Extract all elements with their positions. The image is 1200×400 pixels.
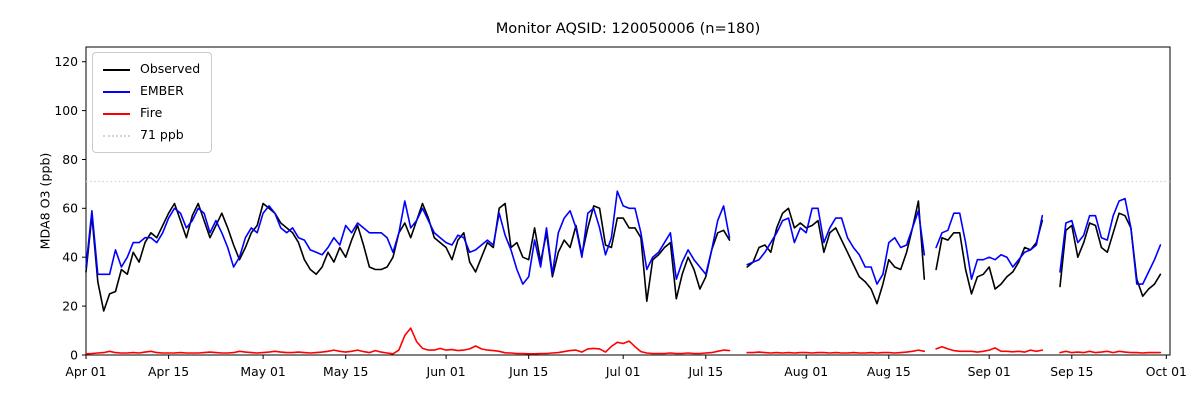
x-tick-label: Jun 01 [426,364,466,379]
y-tick-label: 60 [62,201,78,216]
threshold-line-swatch [103,134,130,137]
y-tick-label: 120 [54,54,78,69]
y-tick-label: 20 [62,298,78,313]
y-tick-label: 80 [62,152,78,167]
y-tick-label: 0 [70,347,78,362]
ember-line-swatch [103,90,130,93]
legend-item-ember: EMBER [103,83,200,100]
legend-item-threshold: 71 ppb [103,127,200,144]
legend-label-ember: EMBER [140,83,184,99]
x-tick-label: Jul 15 [687,364,723,379]
x-tick-label: Jul 01 [605,364,641,379]
fire-line-swatch [103,112,130,115]
observed-line-swatch [103,68,130,71]
x-tick-label: May 01 [240,364,285,379]
axes-frame [85,46,1171,356]
y-tick-label: 100 [54,103,78,118]
legend-label-observed: Observed [140,61,201,77]
x-tick-label: May 15 [323,364,368,379]
x-tick-label: Sep 15 [1050,364,1093,379]
x-tick-label: Sep 01 [968,364,1011,379]
x-tick-label: Apr 01 [65,364,106,379]
legend-item-fire: Fire [103,105,200,122]
legend: Observed EMBER Fire 71 ppb [92,52,213,153]
x-tick-label: Aug 15 [867,364,911,379]
legend-item-observed: Observed [103,61,200,78]
series-observed-line [85,200,1162,312]
series-fire-line [85,327,1162,355]
series-ember-line [85,190,1162,285]
x-tick-label: Oct 01 [1146,364,1187,379]
legend-label-fire: Fire [140,105,163,121]
y-tick-label: 40 [62,250,78,265]
legend-label-threshold: 71 ppb [140,127,184,143]
x-tick-label: Aug 01 [784,364,828,379]
x-tick-label: Apr 15 [148,364,189,379]
x-tick-label: Jun 15 [508,364,548,379]
chart-title: Monitor AQSID: 120050006 (n=180) [495,20,761,37]
